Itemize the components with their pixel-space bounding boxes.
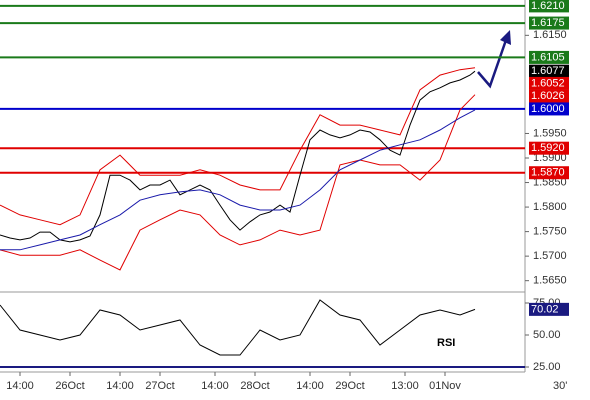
y-tick-label: 1.5900 <box>533 152 567 164</box>
indicator-label: RSI <box>437 337 455 349</box>
x-tick-label: 14:00 <box>106 380 134 392</box>
level-label: 1.6175 <box>531 17 565 29</box>
y-tick-label: 1.5650 <box>533 275 567 287</box>
series-line <box>0 94 476 271</box>
level-label-box <box>529 76 569 90</box>
series-line <box>0 67 476 226</box>
x-tick-label: 26Oct <box>55 380 84 392</box>
level-label: 70.02 <box>531 303 559 315</box>
series-line <box>0 70 476 243</box>
x-tick-label: 13:00 <box>391 380 419 392</box>
y-tick-label: 1.5850 <box>533 176 567 188</box>
level-label-box <box>529 64 569 78</box>
level-label: 1.5920 <box>531 142 565 154</box>
level-label: 1.5870 <box>531 167 565 179</box>
x-tick-label: 28Oct <box>240 380 269 392</box>
level-label: 1.6105 <box>531 51 565 63</box>
x-tick-label: 14:00 <box>6 380 34 392</box>
series-line <box>0 299 476 356</box>
level-label-box <box>529 302 569 316</box>
y-tick-label: 1.5950 <box>533 127 567 139</box>
x-tick-label: 29Oct <box>335 380 364 392</box>
y-tick-label: 1.5700 <box>533 250 567 262</box>
x-tick-label: 01Nov <box>429 380 461 392</box>
level-label-box <box>529 89 569 103</box>
y-tick-label: 25.00 <box>533 361 561 373</box>
level-label: 1.6210 <box>531 0 565 12</box>
level-label-box <box>529 141 569 155</box>
y-tick-label: 1.6150 <box>533 29 567 41</box>
y-tick-label: 1.5800 <box>533 201 567 213</box>
level-label-box <box>529 102 569 116</box>
level-label: 1.6077 <box>531 65 565 77</box>
level-label-box <box>529 166 569 180</box>
level-label-box <box>529 16 569 30</box>
forecast-arrow <box>477 39 508 89</box>
series-line <box>0 109 476 251</box>
x-tick-label: 14:00 <box>296 380 324 392</box>
level-label: 1.6000 <box>531 103 565 115</box>
level-label: 1.6052 <box>531 77 565 89</box>
level-label-box <box>529 0 569 13</box>
x-tick-label: 27Oct <box>145 380 174 392</box>
level-label-box <box>529 50 569 64</box>
timeframe: 30' <box>553 380 567 392</box>
y-tick-label: 1.5750 <box>533 226 567 238</box>
level-label: 1.6026 <box>531 90 565 102</box>
y-tick-label: 50.00 <box>533 329 561 341</box>
x-tick-label: 14:00 <box>201 380 229 392</box>
forecast-arrowhead <box>500 30 511 45</box>
